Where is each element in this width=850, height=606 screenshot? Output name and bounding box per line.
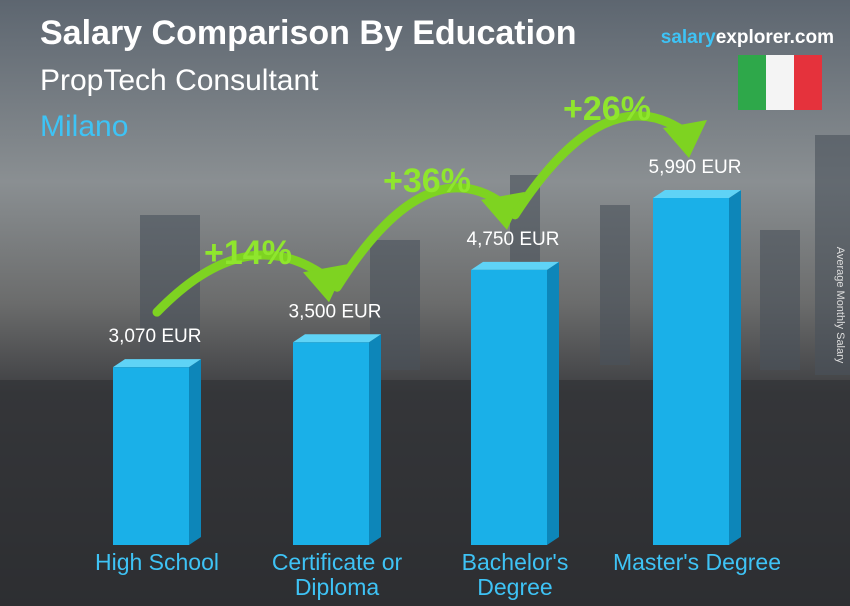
value-label: 4,750 EUR	[467, 229, 560, 250]
change-arrow	[510, 111, 690, 220]
bar-top	[471, 261, 559, 270]
value-label: 3,500 EUR	[289, 301, 382, 322]
change-arrowhead	[481, 191, 525, 230]
bar-side	[369, 334, 381, 545]
bar	[653, 198, 729, 545]
subtitle: PropTech Consultant	[40, 64, 319, 97]
x-tick-label: Master's Degree	[612, 549, 781, 575]
brand: salaryexplorer.com	[661, 27, 834, 48]
chart-title: Salary Comparison By Education	[40, 14, 577, 52]
change-arrowhead	[303, 264, 347, 303]
x-tick-label: Certificate or Diploma	[271, 549, 403, 600]
value-label: 5,990 EUR	[649, 157, 742, 178]
x-tick-label: Bachelor's Degree	[461, 549, 569, 600]
change-label: +26%	[563, 90, 651, 128]
change-arrow	[152, 250, 330, 317]
brand-part: explorer.com	[716, 27, 834, 48]
change-arrowhead	[663, 120, 707, 158]
change-label: +14%	[204, 234, 292, 272]
x-tick-label: High School	[94, 549, 220, 575]
value-label: 3,070 EUR	[109, 326, 202, 347]
bar-top	[653, 190, 741, 198]
bar-side	[189, 359, 201, 545]
bar	[113, 367, 189, 545]
bar-side	[547, 261, 559, 545]
bar	[293, 342, 369, 545]
bar	[471, 269, 547, 545]
bar-top	[113, 359, 201, 368]
brand-part: salary	[661, 27, 716, 48]
change-arrow	[332, 183, 508, 292]
change-label: +36%	[383, 162, 471, 200]
flag	[738, 55, 822, 110]
bar-top	[293, 334, 381, 343]
y-axis-label: Average Monthly Salary	[834, 247, 846, 364]
bar-side	[729, 190, 741, 545]
location: Milano	[40, 110, 128, 143]
